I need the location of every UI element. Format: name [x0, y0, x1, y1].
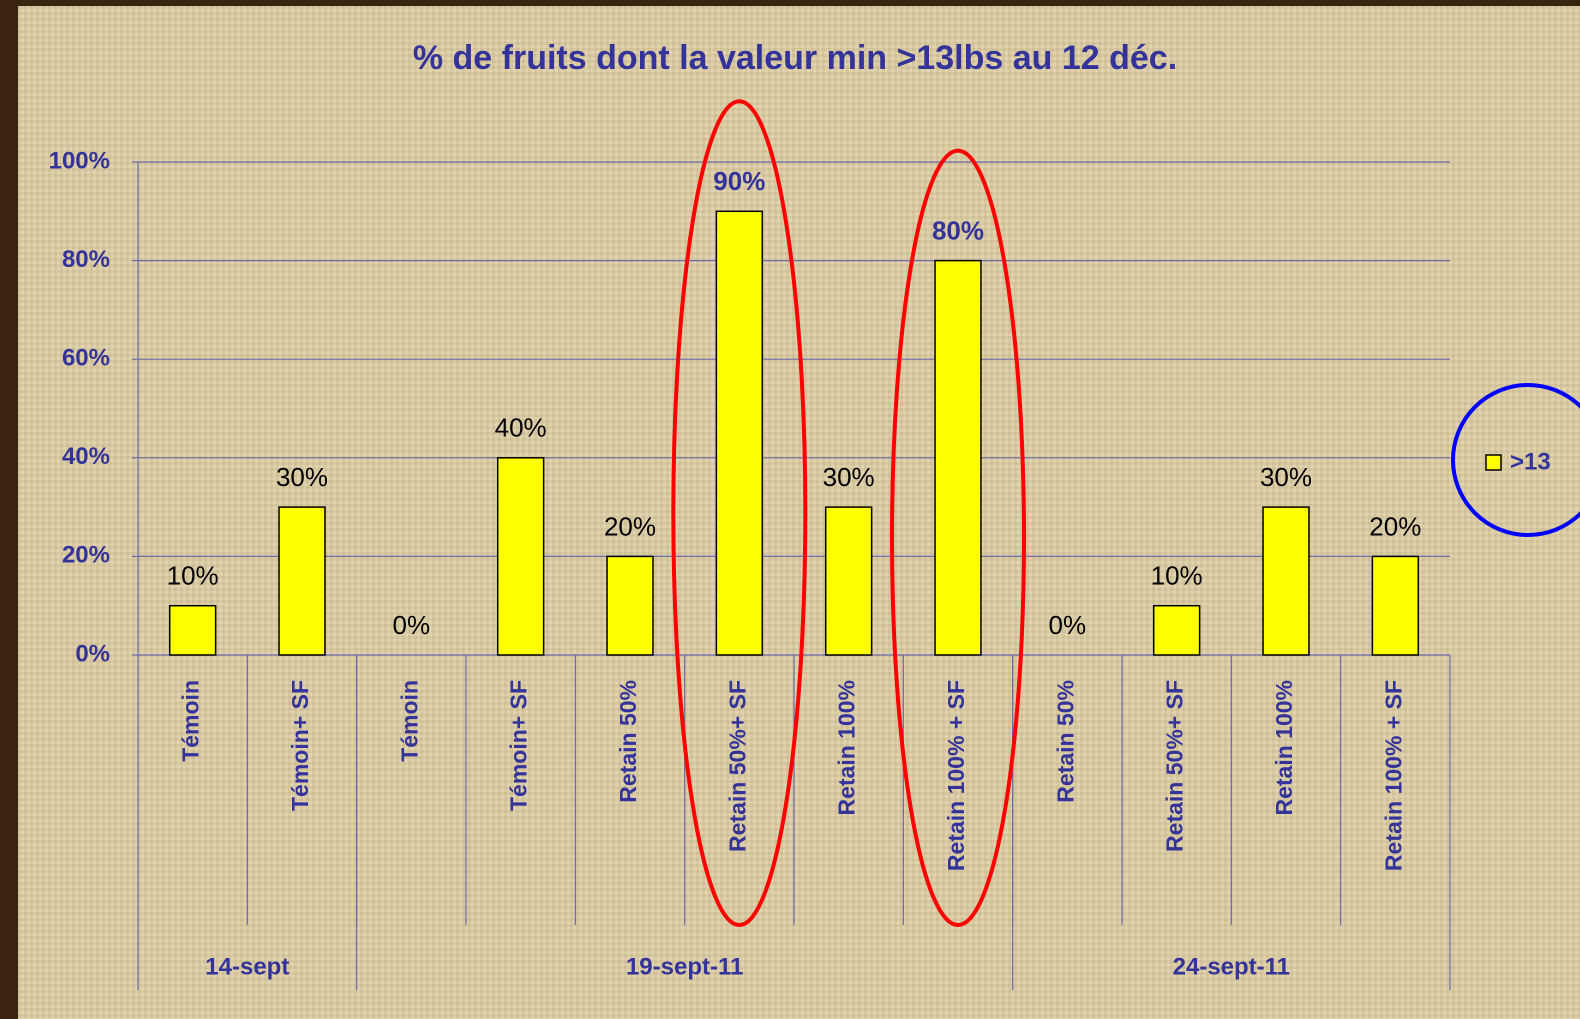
data-label: 20% — [1369, 511, 1421, 541]
legend-label: >13 — [1510, 448, 1551, 475]
background — [18, 6, 1580, 1019]
x-tick-label: Retain 50% — [1052, 680, 1078, 803]
x-tick-label: Retain 100% — [834, 680, 860, 816]
x-tick-label: Témoin+ SF — [506, 680, 532, 811]
highlight-ellipse — [671, 99, 808, 928]
highlight-ellipse — [890, 148, 1026, 927]
bar — [824, 506, 873, 656]
y-tick-label: 60% — [62, 345, 110, 372]
x-tick-label: Témoin — [396, 680, 422, 762]
x-tick-label: Retain 50% — [615, 680, 641, 803]
data-label: 20% — [604, 511, 656, 541]
data-label: 10% — [167, 561, 219, 591]
data-label: 0% — [1049, 610, 1087, 640]
y-tick-label: 0% — [75, 640, 110, 667]
x-tick-label: Témoin+ SF — [287, 680, 313, 811]
legend-highlight — [1451, 383, 1580, 537]
bar — [934, 259, 982, 656]
data-label: 10% — [1151, 561, 1203, 591]
bar — [168, 604, 217, 656]
x-tick-label: Témoin — [178, 680, 204, 762]
data-label: 30% — [276, 462, 328, 492]
group-label: 14-sept — [205, 953, 289, 980]
group-label: 19-sept-11 — [626, 953, 743, 980]
data-label: 80% — [932, 215, 984, 245]
x-tick-label: Retain 50%+ SF — [724, 680, 750, 852]
x-tick-label: Retain 100% + SF — [1380, 680, 1406, 871]
bar — [1371, 555, 1420, 656]
y-tick-label: 40% — [62, 443, 110, 470]
bar — [715, 210, 764, 656]
y-tick-label: 20% — [62, 542, 110, 569]
bar — [496, 457, 545, 656]
x-tick-label: Retain 100% + SF — [943, 680, 969, 871]
data-label: 40% — [495, 413, 547, 443]
y-tick-label: 100% — [49, 147, 110, 174]
bar — [278, 506, 326, 656]
data-label: 30% — [1260, 462, 1312, 492]
chart-title: % de fruits dont la valeur min >13lbs au… — [413, 39, 1177, 77]
bar — [606, 555, 654, 656]
data-label: 30% — [823, 462, 875, 492]
legend-swatch — [1485, 454, 1502, 471]
x-tick-label: Retain 100% — [1271, 680, 1297, 816]
x-tick-label: Retain 50%+ SF — [1162, 680, 1188, 852]
y-tick-label: 80% — [62, 246, 110, 273]
data-label: 0% — [393, 610, 431, 640]
bar — [1152, 604, 1201, 656]
group-label: 24-sept-11 — [1173, 953, 1290, 980]
bar — [1262, 506, 1310, 656]
data-label: 90% — [713, 166, 765, 196]
